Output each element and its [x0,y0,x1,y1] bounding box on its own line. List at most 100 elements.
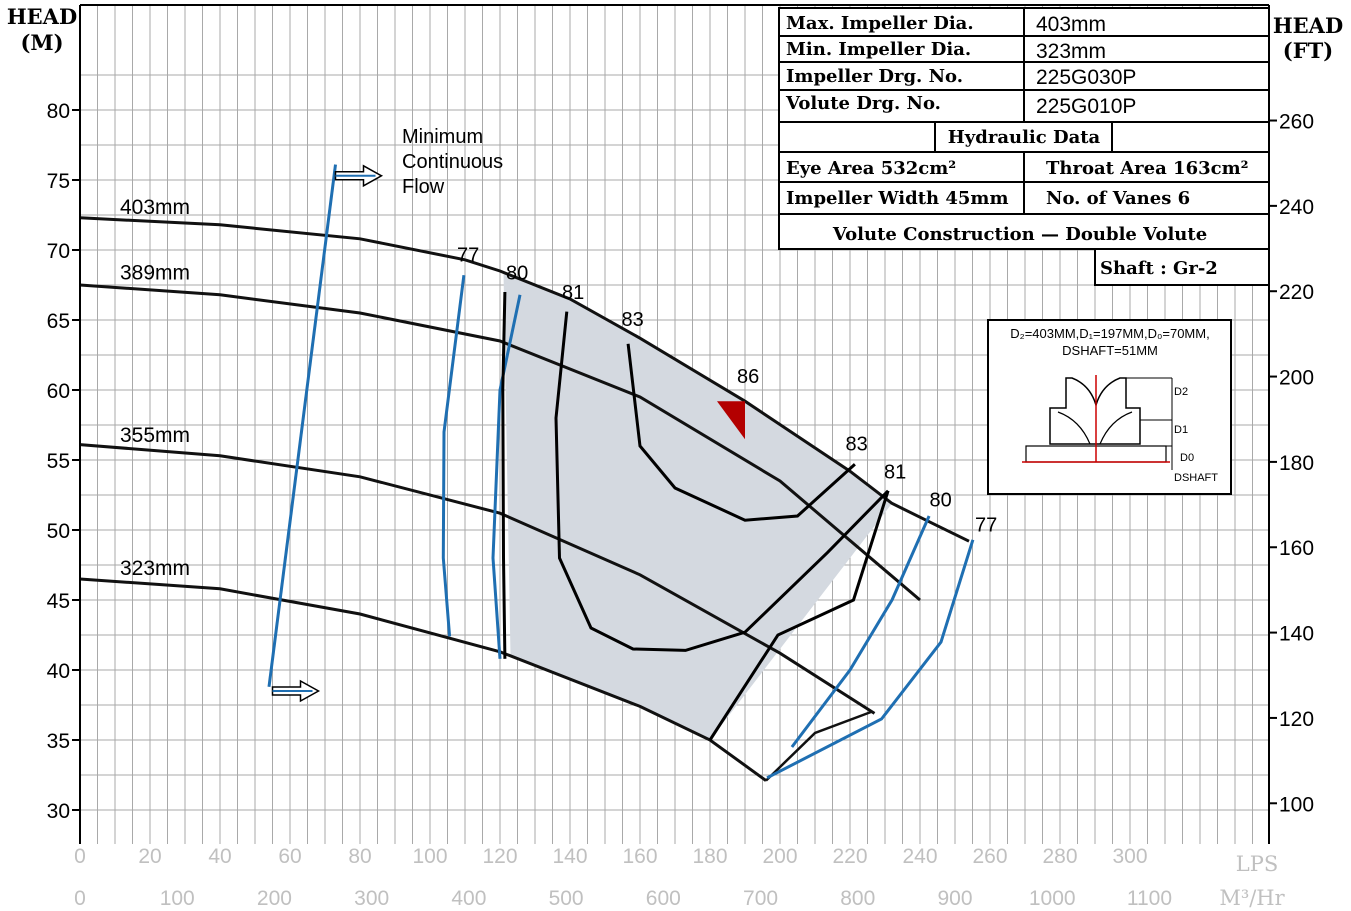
x-m3hr-tick-label: 800 [840,887,875,910]
head-curve-355mm [79,443,876,715]
dim-d2: D2 [1174,386,1188,398]
efficiency-label: 80 [930,489,952,511]
table-label-min-dia: Min. Impeller Dia. [786,39,971,60]
y-right-tick-label: 160 [1279,537,1314,560]
efficiency-label: 80 [506,263,528,285]
table-label-max-dia: Max. Impeller Dia. [786,13,974,34]
x-lps-tick-label: 0 [74,845,86,868]
efficiency-label: 83 [622,309,644,331]
x-lps-tick-label: 180 [692,845,727,868]
efficiency-fill [503,272,892,740]
x-m3hr-tick-label: 200 [257,887,292,910]
y-right-unit-line2: (FT) [1283,38,1333,63]
efficiency-curves [267,164,975,780]
head-curve-389mm [79,283,921,602]
table-hydraulic-header: Hydraulic Data [948,127,1101,148]
table-value-volute-drg: 225G010P [1036,95,1136,118]
x-lps-tick-label: 240 [902,845,937,868]
table-eye-area: Eye Area 532cm² [786,158,956,179]
y-left-unit-line2: (M) [20,30,63,55]
efficiency-label: 77 [457,244,479,266]
y-left-tick-label: 70 [47,240,70,263]
x-lps-tick-label: 40 [208,845,231,868]
envelope-line [765,710,872,782]
x-lps-tick-label: 60 [278,845,301,868]
dim-d0: D0 [1180,452,1194,464]
y-right-tick-label: 140 [1279,623,1314,646]
x-lps-tick-label: 300 [1112,845,1147,868]
x-lps-tick-label: 120 [482,845,517,868]
x-lps-tick-label: 140 [552,845,587,868]
table-value-max-dia: 403mm [1036,13,1106,36]
y-left-tick-label: 45 [47,590,70,613]
table-value-min-dia: 323mm [1036,40,1106,63]
mcf-label-line3: Flow [402,176,445,198]
dim-dshaft: DSHAFT [1174,472,1218,484]
dim-d1: D1 [1174,424,1188,436]
table-value-impeller-drg: 225G030P [1036,66,1136,89]
efficiency-label: 83 [846,433,868,455]
x-m3hr-tick-label: 1000 [1029,887,1076,910]
x-m3hr-tick-label: 900 [937,887,972,910]
x-lps-tick-label: 220 [832,845,867,868]
y-left-tick-label: 75 [47,170,70,193]
x-m3hr-tick-label: 400 [451,887,486,910]
eff-81-right [708,490,890,741]
x-m3hr-tick-label: 700 [743,887,778,910]
x-m3hr-tick-label: 1100 [1127,887,1172,910]
y-left-tick-label: 65 [47,310,70,333]
y-left-tick-label: 60 [47,380,70,403]
table-label-impeller-drg: Impeller Drg. No. [786,66,963,87]
y-left-tick-label: 50 [47,520,70,543]
head-curve-403mm [79,216,970,543]
eff-83-loop [626,343,856,522]
y-right-tick-label: 100 [1279,793,1314,816]
x-lps-tick-label: 260 [972,845,1007,868]
series-label: 403mm [120,196,190,219]
x-m3hr-unit: M³/Hr [1219,886,1285,910]
y-right-tick-label: 200 [1279,367,1314,390]
series-label: 389mm [120,262,190,285]
mcf-label-line2: Continuous [402,151,503,173]
mcf-label-line1: Minimum [402,126,483,148]
eff-81-loop [554,311,890,652]
mcf-line [267,164,337,687]
y-left-tick-label: 40 [47,660,70,683]
x-lps-tick-label: 80 [348,845,371,868]
impeller-diagram: D₂=403MM,D₁=197MM,D₀=70MM, DSHAFT=51MM D… [987,319,1232,495]
eff-80-bound [501,291,507,659]
series-label: 355mm [120,424,190,447]
x-lps-tick-label: 280 [1042,845,1077,868]
eff-77-right [766,539,975,780]
x-lps-tick-label: 200 [762,845,797,868]
efficiency-label: 81 [884,461,906,483]
y-right-tick-label: 120 [1279,708,1314,731]
table-throat-area: Throat Area 163cm² [1046,158,1249,179]
eff-80-left [491,294,522,659]
x-lps-tick-label: 20 [138,845,161,868]
y-right-tick-label: 260 [1279,111,1314,134]
x-m3hr-tick-label: 0 [74,887,86,910]
efficiency-label: 77 [975,515,997,537]
y-left-tick-label: 35 [47,730,70,753]
efficiency-region [503,272,892,740]
table-vanes: No. of Vanes 6 [1046,188,1190,209]
y-left-tick-label: 30 [47,800,70,823]
table-volute: Volute Construction — Double Volute [832,224,1207,245]
y-left-tick-label: 80 [47,100,70,123]
series-label: 323mm [120,557,190,580]
table-label-volute-drg: Volute Drg. No. [785,93,941,114]
table-impeller-width: Impeller Width 45mm [786,188,1009,209]
bep-marker [717,401,745,440]
x-lps-tick-label: 100 [412,845,447,868]
x-m3hr-tick-label: 500 [549,887,584,910]
impeller-dims-line1: D₂=403MM,D₁=197MM,D₀=70MM, [1010,326,1209,341]
y-right-tick-label: 240 [1279,196,1314,219]
x-m3hr-tick-label: 300 [354,887,389,910]
x-m3hr-tick-label: 100 [160,887,195,910]
x-lps-unit: LPS [1236,852,1278,876]
eff-77-left [441,275,466,637]
y-left-tick-label: 55 [47,450,70,473]
y-right-unit-line1: HEAD [1273,13,1343,38]
impeller-dims-line2: DSHAFT=51MM [1062,343,1158,358]
